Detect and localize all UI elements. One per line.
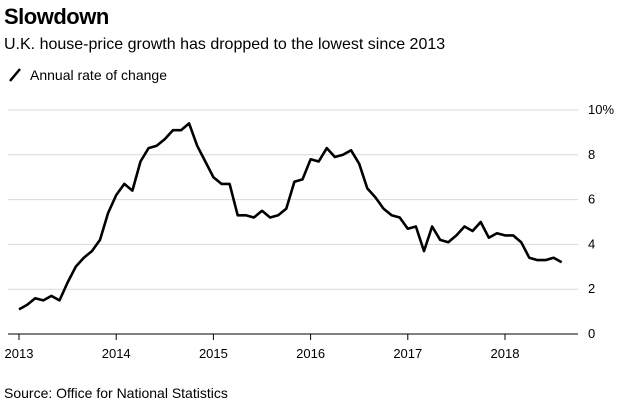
- legend-entry-label: Annual rate of change: [30, 67, 167, 83]
- y-tick-label: 8: [588, 147, 595, 162]
- legend-line-swatch-icon: [8, 68, 22, 82]
- y-tick-label: 4: [588, 236, 595, 251]
- x-tick-label: 2017: [393, 346, 422, 361]
- y-tick-label: 0: [588, 326, 595, 341]
- y-tick-label: 10%: [588, 102, 614, 117]
- y-tick-label: 2: [588, 281, 595, 296]
- chart-legend: Annual rate of change: [8, 64, 167, 86]
- x-tick-label: 2015: [199, 346, 228, 361]
- y-tick-label: 6: [588, 192, 595, 207]
- chart-source: Source: Office for National Statistics: [4, 385, 228, 401]
- x-tick-label: 2016: [296, 346, 325, 361]
- x-tick-label: 2013: [5, 346, 34, 361]
- series-line-annual-rate: [18, 122, 563, 311]
- chart-subtitle: U.K. house-price growth has dropped to t…: [4, 36, 446, 53]
- chart-title: Slowdown: [4, 4, 109, 29]
- x-tick-label: 2014: [102, 346, 131, 361]
- x-tick-label: 2018: [491, 346, 520, 361]
